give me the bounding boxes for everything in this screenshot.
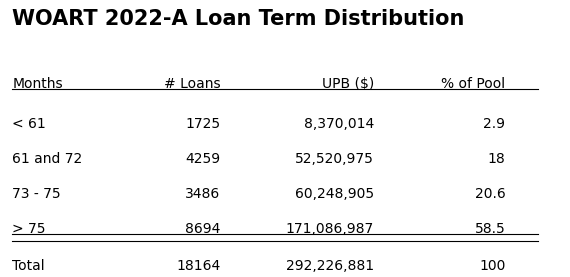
Text: 61 and 72: 61 and 72 — [13, 152, 83, 166]
Text: # Loans: # Loans — [164, 77, 221, 91]
Text: 60,248,905: 60,248,905 — [295, 187, 374, 201]
Text: < 61: < 61 — [13, 117, 46, 131]
Text: 52,520,975: 52,520,975 — [295, 152, 374, 166]
Text: 171,086,987: 171,086,987 — [286, 222, 374, 236]
Text: 8694: 8694 — [185, 222, 221, 236]
Text: 2.9: 2.9 — [483, 117, 506, 131]
Text: Total: Total — [13, 259, 45, 273]
Text: 73 - 75: 73 - 75 — [13, 187, 61, 201]
Text: 20.6: 20.6 — [475, 187, 506, 201]
Text: 292,226,881: 292,226,881 — [286, 259, 374, 273]
Text: Months: Months — [13, 77, 63, 91]
Text: 3486: 3486 — [185, 187, 221, 201]
Text: UPB ($): UPB ($) — [321, 77, 374, 91]
Text: 18: 18 — [487, 152, 506, 166]
Text: 58.5: 58.5 — [475, 222, 506, 236]
Text: > 75: > 75 — [13, 222, 46, 236]
Text: 18164: 18164 — [176, 259, 221, 273]
Text: 4259: 4259 — [185, 152, 221, 166]
Text: 8,370,014: 8,370,014 — [304, 117, 374, 131]
Text: % of Pool: % of Pool — [441, 77, 506, 91]
Text: WOART 2022-A Loan Term Distribution: WOART 2022-A Loan Term Distribution — [13, 9, 465, 29]
Text: 100: 100 — [479, 259, 506, 273]
Text: 1725: 1725 — [185, 117, 221, 131]
